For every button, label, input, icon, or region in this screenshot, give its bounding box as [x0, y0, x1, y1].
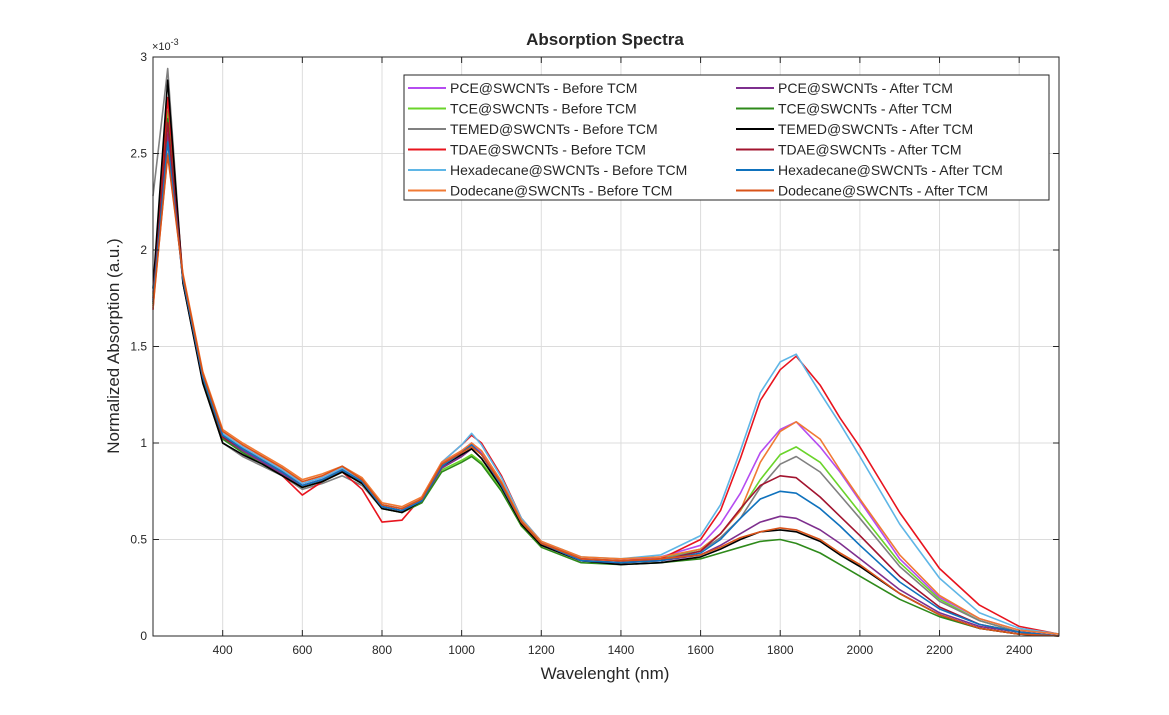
y-tick-label: 1 — [140, 436, 147, 450]
legend-label: TEMED@SWCNTs - After TCM — [778, 121, 973, 137]
series-line-11 — [152, 154, 1060, 637]
series-group — [152, 67, 1060, 637]
legend-label: TDAE@SWCNTs - Before TCM — [450, 142, 646, 158]
y-tick-label: 1.5 — [130, 340, 147, 354]
chart-title: Absorption Spectra — [526, 30, 684, 49]
x-tick-label: 2400 — [1006, 643, 1033, 657]
x-tick-label: 400 — [213, 643, 233, 657]
legend-label: Hexadecane@SWCNTs - Before TCM — [450, 162, 687, 178]
legend-label: PCE@SWCNTs - Before TCM — [450, 80, 637, 96]
y-tick-label: 2.5 — [130, 147, 147, 161]
legend-label: Dodecane@SWCNTs - Before TCM — [450, 183, 672, 199]
legend-label: TCE@SWCNTs - After TCM — [778, 101, 952, 117]
y-tick-label: 3 — [140, 50, 147, 64]
y-tick-label: 0 — [140, 629, 147, 643]
legend-label: Hexadecane@SWCNTs - After TCM — [778, 162, 1003, 178]
legend-label: TEMED@SWCNTs - Before TCM — [450, 121, 658, 137]
x-tick-label: 800 — [372, 643, 392, 657]
legend-label: TCE@SWCNTs - Before TCM — [450, 101, 637, 117]
x-tick-label: 1200 — [528, 643, 555, 657]
legend-items: PCE@SWCNTs - Before TCM TCE@SWCNTs - Befo… — [408, 80, 1003, 199]
x-tick-label: 1800 — [767, 643, 794, 657]
series-line-8 — [152, 79, 1060, 637]
x-axis: 400 600 800 1000 1200 1400 1600 1800 2000 2200 240… — [213, 57, 1033, 657]
x-tick-label: 2200 — [926, 643, 953, 657]
legend: PCE@SWCNTs - Before TCM TCE@SWCNTs - Befo… — [403, 74, 1050, 201]
series-line-10 — [152, 141, 1060, 637]
legend-label: Dodecane@SWCNTs - After TCM — [778, 183, 988, 199]
x-tick-label: 2000 — [847, 643, 874, 657]
x-tick-label: 1400 — [608, 643, 635, 657]
y-tick-label: 2 — [140, 243, 147, 257]
y-axis-exponent-power: -3 — [171, 37, 179, 47]
legend-label: TDAE@SWCNTs - After TCM — [778, 142, 962, 158]
x-axis-title: Wavelenght (nm) — [541, 664, 670, 683]
x-tick-label: 600 — [292, 643, 312, 657]
y-tick-label: 0.5 — [130, 533, 147, 547]
y-axis-exponent: ×10-3 — [152, 37, 179, 53]
y-axis: 0 0.5 1 1.5 2 2.5 3 — [130, 50, 1059, 643]
series-line-4 — [152, 137, 1060, 635]
y-axis-title: Normalized Absorption (a.u.) — [104, 238, 123, 453]
x-tick-label: 1000 — [448, 643, 475, 657]
legend-box — [403, 74, 1050, 201]
series-line-5 — [152, 152, 1060, 635]
legend-label: PCE@SWCNTs - After TCM — [778, 80, 953, 96]
y-axis-exponent-base: ×10 — [152, 41, 171, 53]
x-tick-label: 1600 — [687, 643, 714, 657]
